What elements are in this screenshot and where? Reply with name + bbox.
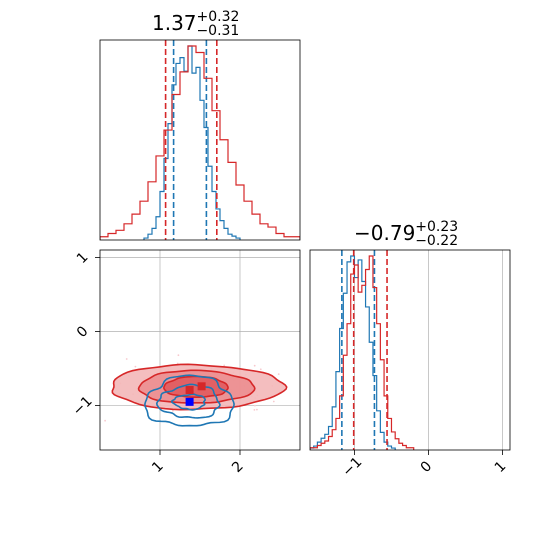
joint-sample-point: [125, 358, 128, 360]
joint-marker-1: [197, 382, 206, 391]
x-title-median: 1.37: [152, 11, 197, 35]
x-title-plus: +0.32: [197, 9, 240, 25]
joint-sample-point: [134, 365, 137, 368]
right-tick-label-0: −1: [339, 454, 365, 480]
right-tick-label-1: 0: [418, 458, 436, 476]
joint-sample-point: [254, 404, 256, 407]
joint-contour-1-0: [144, 374, 235, 427]
joint-y-tick-label-0: −1: [70, 393, 96, 419]
y-marginal-hist-0: [310, 255, 396, 450]
joint-marker-0: [185, 386, 194, 394]
joint-sample-point: [177, 354, 180, 357]
x-marginal-frame: [99, 39, 301, 241]
joint-frame: [99, 249, 301, 451]
joint-sample-point: [259, 368, 262, 371]
y-title-plus: +0.23: [415, 219, 458, 235]
y-marginal-panel: −1 0 1 −0.79+0.23 −0.22: [309, 219, 511, 480]
joint-y-tick-label-2: 1: [74, 249, 92, 267]
joint-sample-point: [272, 400, 275, 403]
joint-sample-point: [223, 364, 226, 367]
right-tick-label-2: 1: [492, 458, 510, 476]
joint-y-tick-label-1: 0: [74, 323, 92, 341]
y-title-median: −0.79: [354, 221, 415, 245]
joint-x-tick-label-0: 1: [149, 458, 167, 476]
x-title-minus: −0.31: [196, 23, 239, 39]
joint-sample-point: [253, 409, 256, 411]
joint-sample-point: [277, 373, 280, 375]
x-marginal-panel: 1.37+0.32 −0.31: [99, 9, 301, 241]
y-marginal-title: −0.79+0.23 −0.22: [354, 219, 458, 249]
joint-sample-point: [172, 409, 174, 412]
joint-contour-1-2: [170, 393, 206, 411]
joint-sample-point: [256, 408, 258, 411]
x-marginal-hist-1: [100, 45, 300, 240]
y-title-minus: −0.22: [415, 233, 458, 249]
joint-sample-point: [253, 364, 256, 367]
joint-marker-2: [185, 397, 194, 406]
joint-x-tick-label-1: 2: [229, 458, 247, 476]
x-marginal-hist-0: [143, 45, 241, 240]
y-marginal-frame: [309, 249, 511, 451]
x-marginal-title: 1.37+0.32 −0.31: [152, 9, 239, 39]
joint-sample-point: [104, 419, 106, 422]
joint-panel: 1 2 −1 0 1: [70, 249, 328, 476]
joint-sample-point: [326, 382, 328, 384]
y-marginal-hist-1: [310, 255, 415, 450]
